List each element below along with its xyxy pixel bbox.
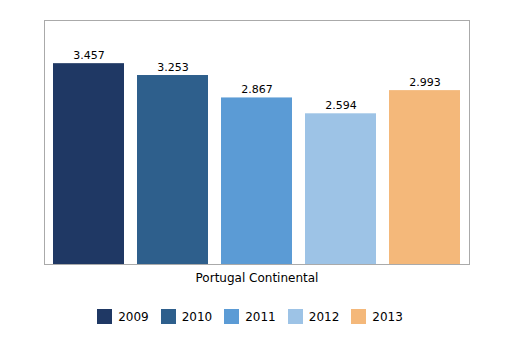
- html-text:2010: 2010: [181, 309, 213, 324]
- svg-text:3.253: 3.253: [157, 61, 189, 74]
- svg-text:2.594: 2.594: [325, 99, 357, 112]
- svg-text:2.993: 2.993: [409, 76, 441, 89]
- html-text:2012: 2012: [308, 309, 340, 324]
- html-text:2011: 2011: [245, 309, 276, 324]
- svg-text:2.867: 2.867: [241, 83, 273, 96]
- html-text:2009: 2009: [118, 309, 149, 324]
- svg-text:3.457: 3.457: [73, 49, 105, 62]
- svg-text:Portugal Continental: Portugal Continental: [196, 271, 319, 285]
- html-text:2013: 2013: [372, 309, 403, 324]
